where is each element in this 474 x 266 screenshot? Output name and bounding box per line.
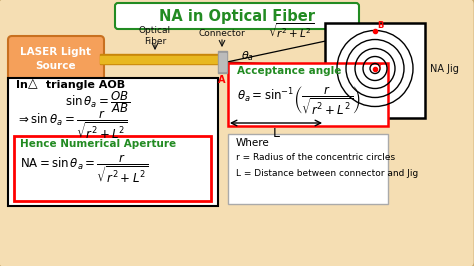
Bar: [14, 136, 211, 201]
Text: △: △: [28, 77, 37, 90]
Text: $\theta_a$: $\theta_a$: [241, 49, 254, 63]
Text: L = Distance between connector and Jig: L = Distance between connector and Jig: [236, 168, 418, 177]
Bar: [218, 51, 227, 73]
Text: NA in Optical Fiber: NA in Optical Fiber: [159, 9, 315, 23]
Text: Connector: Connector: [199, 28, 246, 38]
FancyBboxPatch shape: [8, 36, 104, 82]
Text: $\sin\theta_a = \dfrac{OB}{AB}$: $\sin\theta_a = \dfrac{OB}{AB}$: [65, 89, 130, 115]
Text: triangle AOB: triangle AOB: [42, 80, 125, 90]
Bar: [100, 56, 218, 63]
FancyBboxPatch shape: [115, 3, 359, 29]
Text: $\mathrm{NA} = \sin\theta_a = \dfrac{r}{\sqrt{r^2+L^2}}$: $\mathrm{NA} = \sin\theta_a = \dfrac{r}{…: [20, 153, 148, 185]
Text: B: B: [377, 22, 383, 31]
Text: LASER Light
Source: LASER Light Source: [20, 47, 91, 70]
Text: Where: Where: [236, 138, 270, 148]
Text: Optical
Fiber: Optical Fiber: [139, 26, 171, 46]
Bar: [325, 23, 425, 118]
Bar: [219, 53, 226, 71]
Bar: [228, 134, 388, 204]
Text: r = Radius of the concentric circles: r = Radius of the concentric circles: [236, 153, 395, 163]
Text: $\Rightarrow \sin\theta_a = \dfrac{r}{\sqrt{r^2+L^2}}$: $\Rightarrow \sin\theta_a = \dfrac{r}{\s…: [16, 109, 128, 142]
Text: A: A: [218, 75, 226, 85]
Text: Hence Numerical Aperture: Hence Numerical Aperture: [20, 139, 176, 149]
Text: $\theta_a = \sin^{-1}\!\left(\dfrac{r}{\sqrt{r^2+L^2}}\right)$: $\theta_a = \sin^{-1}\!\left(\dfrac{r}{\…: [237, 85, 361, 117]
Text: $\sqrt{r^2+L^2}$: $\sqrt{r^2+L^2}$: [268, 22, 314, 40]
Text: L: L: [273, 127, 280, 140]
Text: In: In: [16, 80, 28, 90]
Text: NA Jig: NA Jig: [430, 64, 459, 73]
Bar: [228, 63, 388, 126]
Text: r: r: [378, 62, 382, 71]
Bar: [8, 78, 218, 206]
Text: Acceptance angle: Acceptance angle: [237, 66, 341, 76]
Bar: [100, 54, 218, 64]
